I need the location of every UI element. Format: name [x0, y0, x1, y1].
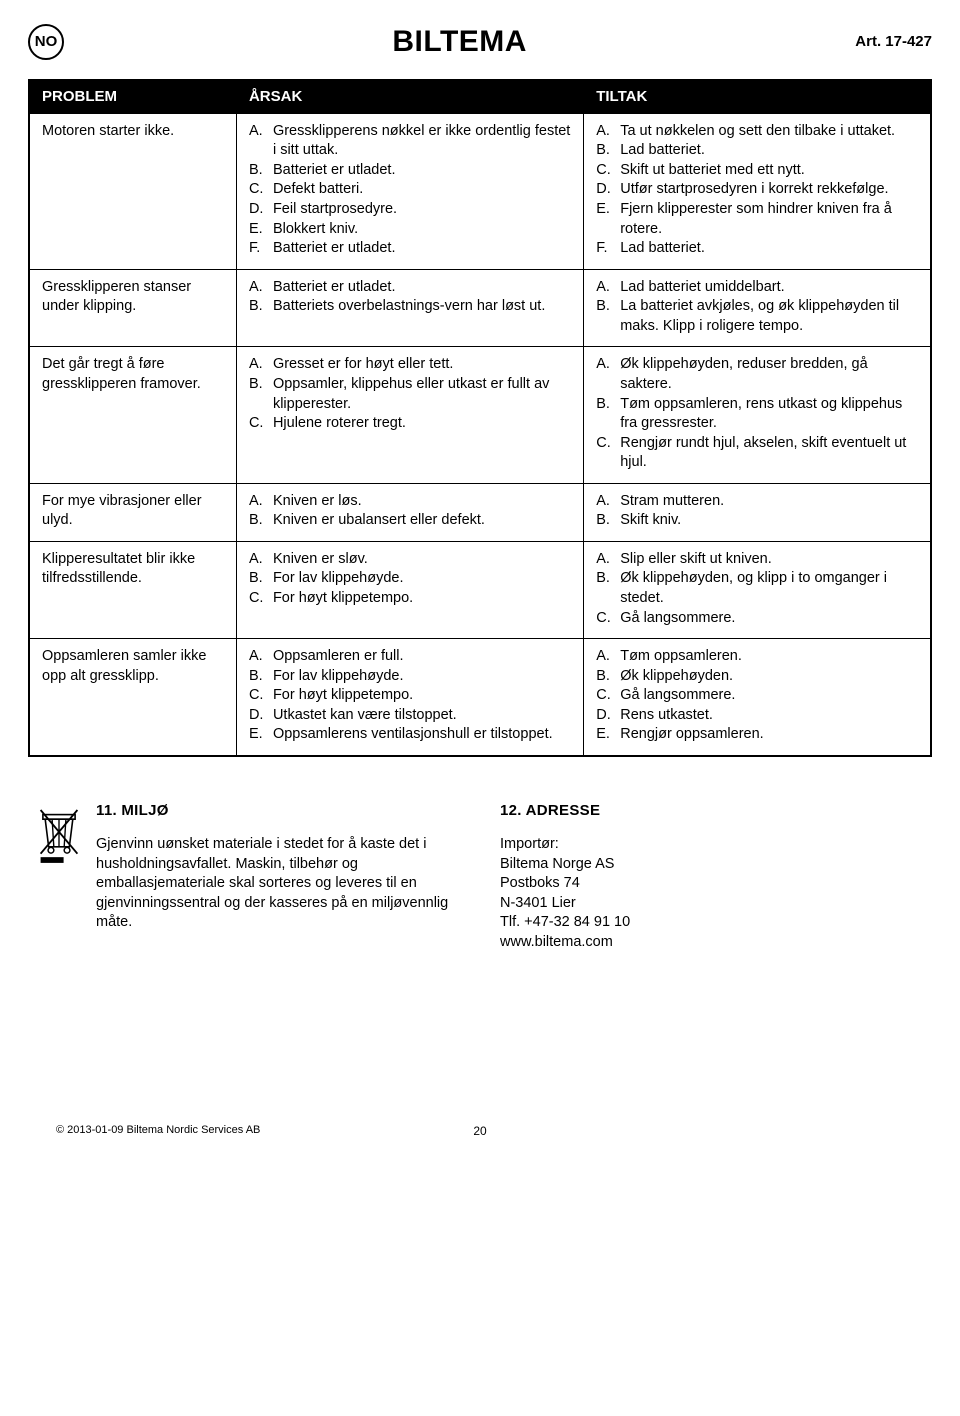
- cell-action: A.Øk klippehøyden, reduser bredden, gå s…: [584, 347, 931, 483]
- page-header: NO BILTEMA Art. 17-427: [28, 22, 932, 63]
- address-line: Importør:: [500, 835, 924, 855]
- table-row: Gressklipperen stanser under klipping.A.…: [29, 269, 931, 347]
- address-line: Tlf. +47-32 84 91 10: [500, 913, 924, 933]
- list-item: B.Kniven er ubalansert eller defekt.: [249, 511, 573, 531]
- page-footer: © 2013-01-09 Biltema Nordic Services AB …: [28, 1123, 932, 1139]
- list-item: A.Slip eller skift ut kniven.: [596, 550, 920, 570]
- cell-cause: A.Oppsamleren er full.B.For lav klippehø…: [236, 639, 583, 756]
- troubleshoot-table: PROBLEM ÅRSAK TILTAK Motoren starter ikk…: [28, 79, 932, 757]
- cell-cause: A.Kniven er løs.B.Kniven er ubalansert e…: [236, 483, 583, 541]
- list-item: F.Lad batteriet.: [596, 239, 920, 259]
- page-number: 20: [28, 1123, 932, 1139]
- list-item: D.Utfør startprosedyren i korrekt rekkef…: [596, 180, 920, 200]
- list-item: B.Skift kniv.: [596, 511, 920, 531]
- table-row: Oppsamleren samler ikke opp alt gresskli…: [29, 639, 931, 756]
- cell-cause: A.Gresset er for høyt eller tett.B.Oppsa…: [236, 347, 583, 483]
- list-item: F.Batteriet er utladet.: [249, 239, 573, 259]
- list-item: A.Oppsamleren er full.: [249, 647, 573, 667]
- cell-cause: A.Batteriet er utladet.B.Batteriets over…: [236, 269, 583, 347]
- list-item: C.Defekt batteri.: [249, 180, 573, 200]
- list-item: A.Tøm oppsamleren.: [596, 647, 920, 667]
- col-cause: ÅRSAK: [236, 80, 583, 114]
- bottom-sections: 11. MILJØ Gjenvinn uønsket materiale i s…: [28, 801, 932, 953]
- cell-problem: Motoren starter ikke.: [29, 113, 236, 269]
- address-title: 12. ADRESSE: [500, 801, 924, 821]
- list-item: A.Stram mutteren.: [596, 492, 920, 512]
- list-item: B.For lav klippehøyde.: [249, 667, 573, 687]
- list-item: A.Kniven er løs.: [249, 492, 573, 512]
- table-header-row: PROBLEM ÅRSAK TILTAK: [29, 80, 931, 114]
- list-item: C.Hjulene roterer tregt.: [249, 414, 573, 434]
- environment-title: 11. MILJØ: [96, 801, 460, 821]
- cell-problem: Det går tregt å føre gressklipperen fram…: [29, 347, 236, 483]
- list-item: B.For lav klippehøyde.: [249, 569, 573, 589]
- list-item: C.Gå langsommere.: [596, 609, 920, 629]
- table-row: Motoren starter ikke. A.Gressklipperens n…: [29, 113, 931, 269]
- cell-action: A.Slip eller skift ut kniven.B.Øk klippe…: [584, 541, 931, 638]
- environment-section: 11. MILJØ Gjenvinn uønsket materiale i s…: [36, 801, 460, 953]
- cell-action: A.Stram mutteren.B.Skift kniv.: [584, 483, 931, 541]
- address-line: www.biltema.com: [500, 933, 924, 953]
- list-item: A.Lad batteriet umiddelbart.: [596, 278, 920, 298]
- list-item: B.Batteriet er utladet.: [249, 161, 573, 181]
- environment-body: Gjenvinn uønsket materiale i stedet for …: [96, 835, 460, 933]
- list-item: B.La batteriet avkjøles, og øk klippehøy…: [596, 297, 920, 336]
- list-item: C.Rengjør rundt hjul, akselen, skift eve…: [596, 434, 920, 473]
- list-item: A.Gressklipperens nøkkel er ikke ordentl…: [249, 122, 573, 161]
- article-number: Art. 17-427: [855, 32, 932, 52]
- list-item: B.Lad batteriet.: [596, 141, 920, 161]
- cell-problem: Gressklipperen stanser under klipping.: [29, 269, 236, 347]
- cell-problem: Klipperesultatet blir ikke tilfredsstill…: [29, 541, 236, 638]
- list-item: B.Øk klippehøyden, og klipp i to omgange…: [596, 569, 920, 608]
- list-item: E.Fjern klipperester som hindrer kniven …: [596, 200, 920, 239]
- cell-cause: A.Kniven er sløv.B.For lav klippehøyde.C…: [236, 541, 583, 638]
- address-section: 12. ADRESSE Importør:Biltema Norge ASPos…: [500, 801, 924, 953]
- list-item: D.Utkastet kan være tilstoppet.: [249, 706, 573, 726]
- list-item: B.Tøm oppsamleren, rens utkast og klippe…: [596, 395, 920, 434]
- list-item: B.Øk klippehøyden.: [596, 667, 920, 687]
- list-item: A.Gresset er for høyt eller tett.: [249, 355, 573, 375]
- list-item: B.Oppsamler, klippehus eller utkast er f…: [249, 375, 573, 414]
- list-item: A.Øk klippehøyden, reduser bredden, gå s…: [596, 355, 920, 394]
- address-line: Biltema Norge AS: [500, 855, 924, 875]
- list-item: C.For høyt klippetempo.: [249, 589, 573, 609]
- list-item: C.For høyt klippetempo.: [249, 686, 573, 706]
- list-item: B.Batteriets overbelastnings-vern har lø…: [249, 297, 573, 317]
- list-item: A.Ta ut nøkkelen og sett den tilbake i u…: [596, 122, 920, 142]
- cell-action: A.Tøm oppsamleren.B.Øk klippehøyden.C.Gå…: [584, 639, 931, 756]
- list-item: D.Feil startprosedyre.: [249, 200, 573, 220]
- table-row: For mye vibrasjoner eller ulyd.A.Kniven …: [29, 483, 931, 541]
- cell-action: A.Lad batteriet umiddelbart.B.La batteri…: [584, 269, 931, 347]
- list-item: C.Skift ut batteriet med ett nytt.: [596, 161, 920, 181]
- country-badge: NO: [28, 24, 64, 60]
- weee-icon: [36, 803, 82, 953]
- country-code: NO: [35, 32, 58, 52]
- list-item: C.Gå langsommere.: [596, 686, 920, 706]
- cell-problem: Oppsamleren samler ikke opp alt gresskli…: [29, 639, 236, 756]
- cell-action: A.Ta ut nøkkelen og sett den tilbake i u…: [584, 113, 931, 269]
- table-row: Klipperesultatet blir ikke tilfredsstill…: [29, 541, 931, 638]
- cell-cause: A.Gressklipperens nøkkel er ikke ordentl…: [236, 113, 583, 269]
- list-item: A.Kniven er sløv.: [249, 550, 573, 570]
- brand-logo: BILTEMA: [392, 22, 527, 63]
- address-line: N-3401 Lier: [500, 894, 924, 914]
- table-row: Det går tregt å føre gressklipperen fram…: [29, 347, 931, 483]
- address-lines: Importør:Biltema Norge ASPostboks 74N-34…: [500, 835, 924, 952]
- cell-problem: For mye vibrasjoner eller ulyd.: [29, 483, 236, 541]
- list-item: A.Batteriet er utladet.: [249, 278, 573, 298]
- list-item: E.Oppsamlerens ventilasjonshull er tilst…: [249, 725, 573, 745]
- address-line: Postboks 74: [500, 874, 924, 894]
- col-action: TILTAK: [584, 80, 931, 114]
- list-item: E.Blokkert kniv.: [249, 220, 573, 240]
- col-problem: PROBLEM: [29, 80, 236, 114]
- list-item: E.Rengjør oppsamleren.: [596, 725, 920, 745]
- list-item: D.Rens utkastet.: [596, 706, 920, 726]
